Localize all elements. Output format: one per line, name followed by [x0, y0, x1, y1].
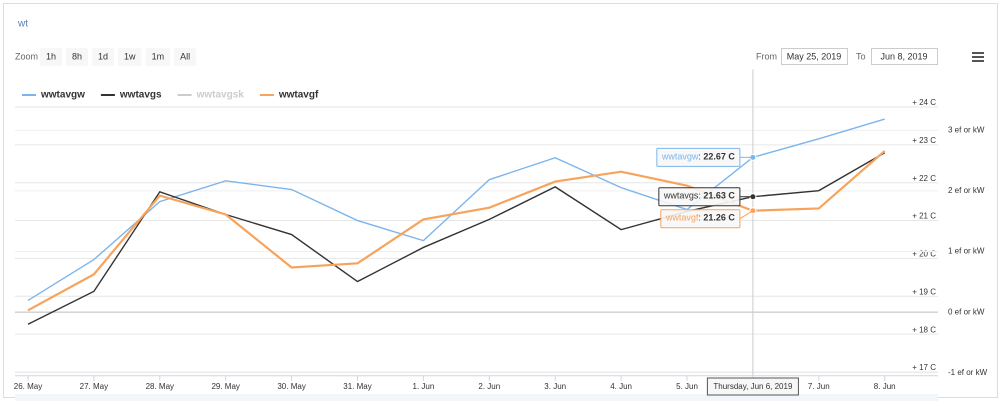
- x-tick-label: 3. Jun: [544, 382, 566, 391]
- tooltip-value: 21.26 C: [703, 213, 735, 223]
- tooltip-text: wwtavgf: 21.26 C: [665, 213, 736, 223]
- zoom-button[interactable]: 8h: [66, 48, 89, 66]
- legend-item[interactable]: wwtavgw: [22, 90, 85, 101]
- x-tick-label: 7. Jun: [808, 382, 830, 391]
- x-tick-label: 1. Jun: [413, 382, 435, 391]
- tooltip: wwtavgf: 21.26 C: [660, 209, 754, 229]
- y2-tick-label: 0 ef or kW: [948, 307, 985, 316]
- legend-label: wwtavgs: [119, 90, 162, 101]
- from-input[interactable]: [781, 48, 848, 65]
- legend-label: wwtavgsk: [196, 90, 245, 101]
- zoom-button-bg: [66, 48, 89, 66]
- zoom-button-label: 1w: [124, 51, 136, 61]
- series-line: [27, 152, 886, 325]
- zoom-button-bg: [118, 48, 142, 66]
- legend-label: wwtavgf: [278, 90, 319, 101]
- frame: [3, 3, 998, 398]
- tooltip-name: wwtavgs: [663, 191, 699, 201]
- tooltip: wwtavgw: 22.67 C: [656, 147, 753, 167]
- tooltip-connector: [739, 210, 754, 220]
- zoom-button-label: 1d: [98, 51, 108, 61]
- zoom-button[interactable]: 1m: [145, 48, 171, 66]
- x-tick-label: 28. May: [146, 382, 174, 391]
- x-tooltip-label: Thursday, Jun 6, 2019: [713, 382, 793, 391]
- zoom-label: Zoom: [15, 51, 38, 61]
- y2-tick-label: 3 ef or kW: [948, 125, 985, 134]
- menu-bar: [972, 60, 984, 62]
- y2-tick-label: 2 ef or kW: [948, 186, 985, 195]
- from-label: From: [756, 51, 777, 61]
- y-tick-label: + 21 C: [912, 212, 936, 221]
- x-tick-label: 30. May: [277, 382, 305, 391]
- zoom-button-label: 8h: [72, 51, 82, 61]
- y-tick-label: + 19 C: [912, 287, 936, 296]
- y-tick-label: + 17 C: [912, 363, 936, 372]
- y-tick-label: + 22 C: [912, 174, 936, 183]
- y-tick-label: + 23 C: [912, 136, 936, 145]
- y2-tick-label: 1 ef or kW: [948, 247, 985, 256]
- x-tick-label: 31. May: [343, 382, 371, 391]
- tooltip-value: 22.67 C: [703, 152, 735, 162]
- legend-label: wwtavgw: [40, 90, 85, 101]
- to-input[interactable]: [871, 48, 938, 65]
- x-tick-label: 8. Jun: [874, 382, 896, 391]
- tooltip-text: wwtavgw: 22.67 C: [661, 152, 736, 162]
- x-tick-label: 29. May: [211, 382, 239, 391]
- y-tick-label: + 18 C: [912, 325, 936, 334]
- zoom-button[interactable]: 1h: [40, 48, 63, 66]
- chart-title: wt: [17, 19, 28, 30]
- x-tick-label: 26. May: [14, 382, 42, 391]
- y-tick-label: + 20 C: [912, 250, 936, 259]
- zoom-button-bg: [145, 48, 171, 66]
- x-tick-label: 4. Jun: [610, 382, 632, 391]
- zoom-button-bg: [40, 48, 63, 66]
- x-tooltip: Thursday, Jun 6, 2019: [706, 377, 799, 396]
- zoom-button[interactable]: All: [174, 48, 197, 66]
- zoom-button-label: 1m: [152, 51, 165, 61]
- y-tick-label: + 24 C: [912, 98, 936, 107]
- navigator: [15, 394, 938, 401]
- tooltip-name: wwtavgf: [665, 213, 699, 223]
- zoom-button[interactable]: 1d: [92, 48, 115, 66]
- legend-item[interactable]: wwtavgs: [100, 90, 162, 101]
- zoom-button[interactable]: 1w: [118, 48, 142, 66]
- x-tooltip-box: [706, 377, 799, 396]
- zoom-button-label: 1h: [46, 51, 56, 61]
- x-tick-label: 27. May: [80, 382, 108, 391]
- y2-tick-label: -1 ef or kW: [948, 368, 988, 377]
- tooltip-name: wwtavgw: [661, 152, 699, 162]
- zoom-button-label: All: [180, 51, 190, 61]
- menu-bar: [972, 56, 984, 58]
- zoom-button-bg: [92, 48, 115, 66]
- legend-item[interactable]: wwtavgsk: [177, 90, 245, 101]
- menu-icon[interactable]: [972, 52, 984, 62]
- tooltip-text: wwtavgs: 21.63 C: [663, 191, 736, 201]
- from-value: May 25, 2019: [787, 51, 842, 61]
- zoom-button-bg: [174, 48, 197, 66]
- legend-item[interactable]: wwtavgf: [259, 90, 319, 101]
- tooltip-value: 21.63 C: [703, 191, 735, 201]
- series-line: [27, 150, 886, 312]
- to-label: To: [856, 51, 866, 61]
- to-value: Jun 8, 2019: [880, 51, 927, 61]
- menu-bar: [972, 52, 984, 54]
- x-tick-label: 2. Jun: [478, 382, 500, 391]
- tooltip: wwtavgs: 21.63 C: [658, 187, 753, 207]
- x-tick-label: 5. Jun: [676, 382, 698, 391]
